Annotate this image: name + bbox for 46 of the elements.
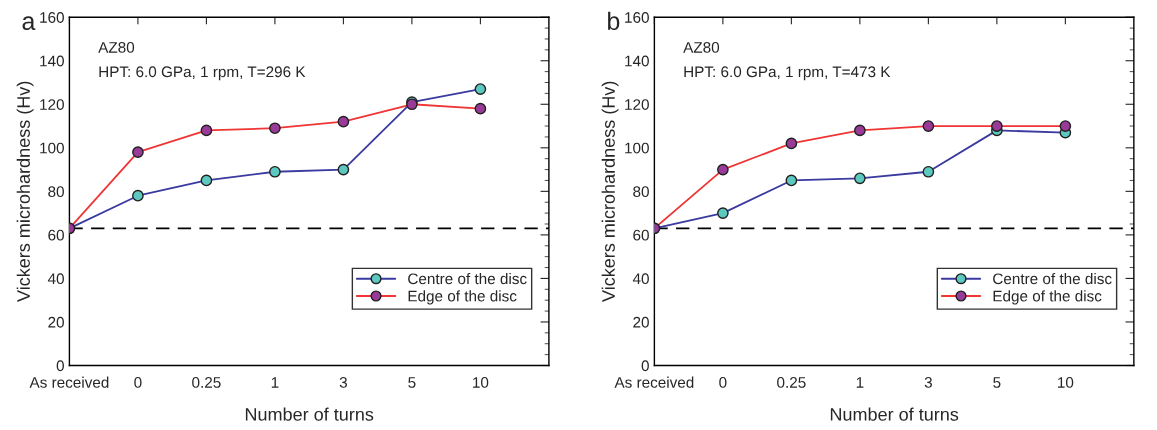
x-tick-label: 10 (1058, 377, 1074, 388)
y-tick-label: 20 (633, 316, 649, 328)
x-tick-label: 5 (993, 377, 1001, 388)
y-tick-label: 60 (48, 229, 64, 241)
y-tick-label: 20 (48, 316, 64, 328)
chart-title: b (608, 11, 620, 31)
x-axis-title: Number of turns (830, 407, 959, 421)
x-tick-label: 3 (924, 377, 932, 388)
y-tick-label: 60 (633, 229, 649, 241)
annotation: AZ80 (683, 41, 720, 53)
x-tick-label: 1 (856, 377, 864, 388)
x-tick-label: 3 (339, 377, 347, 388)
y-tick-label: 140 (625, 55, 649, 67)
y-tick-label: 140 (40, 55, 64, 67)
y-tick-label: 160 (625, 12, 649, 23)
y-tick-label: 80 (633, 186, 649, 198)
y-tick-label: 0 (641, 360, 649, 372)
x-tick-label: 0.25 (192, 377, 221, 388)
y-tick-label: 0 (56, 360, 64, 372)
x-tick-label: 5 (408, 377, 416, 388)
legend-label: Centre of the disc (408, 272, 527, 285)
x-axis-title: Number of turns (245, 407, 374, 421)
legend-label: Edge of the disc (408, 290, 517, 305)
x-tick-label: 0 (134, 377, 142, 388)
x-tick-label: 0.25 (777, 377, 806, 388)
y-axis-title: Vickers microhardness (Hv) (601, 81, 619, 302)
x-tick-label: 10 (473, 377, 489, 388)
annotation: HPT: 6.0 GPa, 1 rpm, T=296 K (99, 66, 306, 81)
x-tick-label: 0 (719, 377, 727, 388)
y-tick-label: 160 (40, 12, 64, 23)
legend-label: Centre of the disc (993, 272, 1112, 285)
legend-label: Edge of the disc (993, 290, 1102, 305)
x-tick-label: 1 (271, 377, 279, 388)
x-tick-label: As received (614, 376, 694, 388)
y-tick-label: 100 (625, 142, 649, 154)
y-axis-title: Vickers microhardness (Hv) (16, 81, 34, 302)
y-tick-label: 80 (48, 186, 64, 198)
x-tick-label: As received (29, 376, 109, 388)
annotation: HPT: 6.0 GPa, 1 rpm, T=473 K (684, 66, 891, 81)
y-tick-label: 120 (625, 99, 649, 110)
annotation: AZ80 (98, 41, 135, 53)
chart-title: a (22, 16, 36, 31)
y-tick-label: 40 (47, 273, 64, 285)
y-tick-label: 40 (632, 273, 649, 285)
y-tick-label: 120 (40, 99, 64, 110)
y-tick-label: 100 (40, 142, 64, 154)
